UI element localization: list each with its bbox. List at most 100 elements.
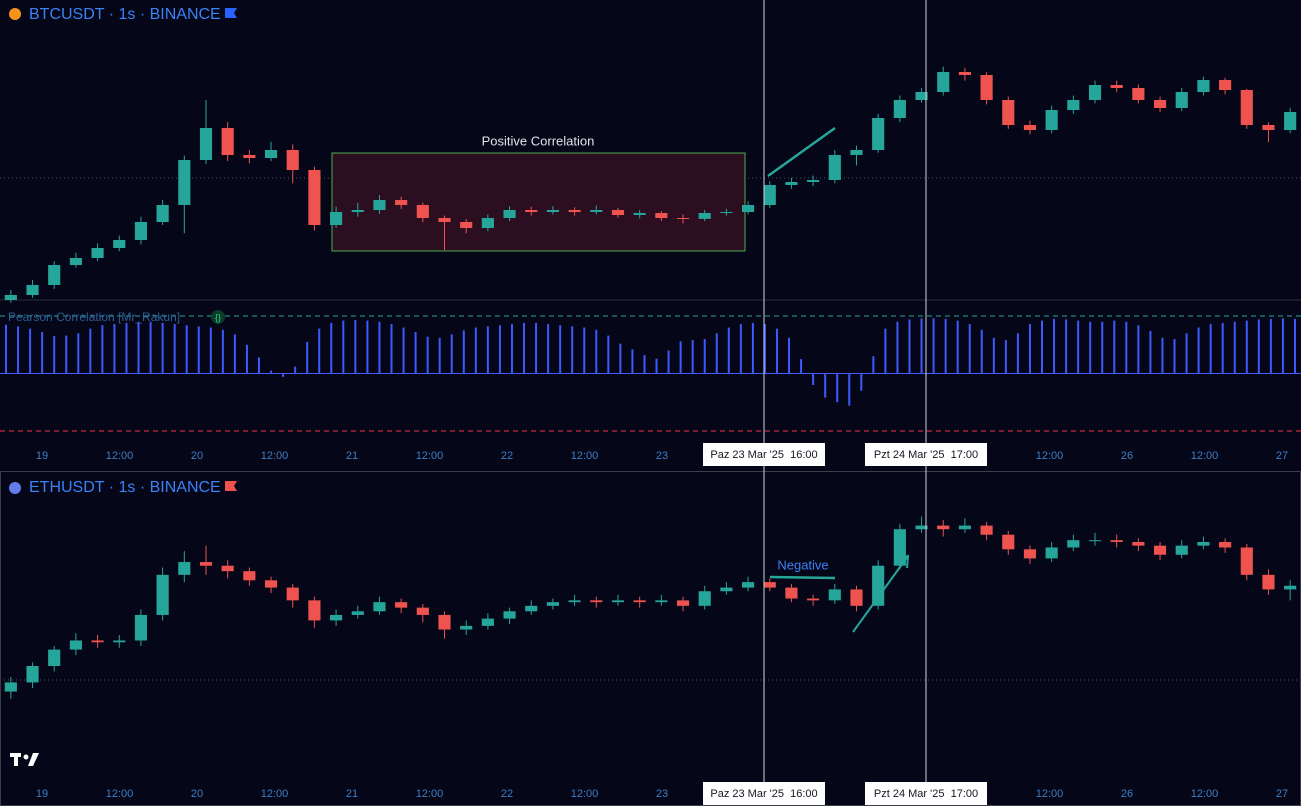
bar: [233, 334, 236, 374]
candle-body: [655, 600, 668, 603]
candle-body: [48, 265, 61, 285]
bar: [185, 325, 188, 374]
candle-body: [1088, 85, 1102, 100]
candle-body: [91, 248, 104, 258]
bar: [474, 327, 477, 374]
candle-body: [1197, 542, 1210, 546]
candle-body: [351, 210, 364, 212]
bar: [257, 357, 260, 374]
candle-body: [828, 155, 841, 180]
candle-body: [395, 200, 408, 205]
bar: [378, 321, 381, 374]
annotation-text: Negative: [777, 557, 828, 572]
x-tick-label: 19: [36, 450, 48, 462]
bar: [1089, 321, 1092, 374]
candle-body: [525, 605, 538, 612]
bar: [1233, 321, 1236, 374]
candle-body: [134, 614, 148, 641]
bar: [318, 328, 321, 374]
candle-body: [568, 600, 581, 603]
bar: [691, 340, 694, 374]
indicator-icon: [211, 310, 225, 324]
candle-body: [872, 118, 885, 150]
x-tick-label: 12:00: [106, 788, 134, 800]
candle-body: [1110, 540, 1123, 542]
bar: [209, 327, 212, 374]
candle-body: [958, 525, 971, 530]
candle-body: [1132, 542, 1145, 546]
x-tick-label: 20: [191, 450, 203, 462]
bar: [535, 322, 538, 374]
bar: [1197, 327, 1200, 374]
bar: [908, 319, 911, 374]
candle-body: [221, 128, 234, 155]
bar: [1028, 324, 1031, 374]
crosshair-label: Paz 23 Mar '25 16:00: [710, 788, 817, 800]
candle-body: [720, 587, 733, 592]
candle-body: [590, 210, 603, 212]
candle-body: [1153, 545, 1167, 555]
candle-body: [330, 614, 343, 621]
candle-body: [26, 285, 39, 295]
candle-body: [286, 150, 299, 170]
candle-body: [590, 600, 603, 603]
bar: [510, 324, 513, 374]
bar: [101, 325, 104, 374]
candle-body: [958, 72, 971, 75]
x-tick-label: 12:00: [416, 788, 444, 800]
x-tick-label: 12:00: [106, 450, 134, 462]
candle-body: [503, 611, 516, 619]
bar: [1221, 322, 1224, 374]
candle-body: [416, 205, 429, 218]
candle-body: [1240, 547, 1253, 575]
candle-body: [937, 525, 950, 530]
bar: [330, 322, 333, 374]
bar: [161, 322, 164, 374]
bar: [89, 328, 92, 374]
candle-body: [503, 210, 516, 218]
flag-icon: [225, 8, 237, 18]
crosshair-label-box: [703, 443, 825, 466]
crosshair-label: Pzt 24 Mar '25 17:00: [874, 449, 978, 461]
bar: [113, 324, 116, 374]
candle-body: [1219, 542, 1232, 548]
bar: [1137, 325, 1140, 374]
candle-body: [373, 200, 386, 210]
candle-body: [1023, 125, 1037, 130]
trend-line: [767, 126, 836, 178]
bar: [739, 324, 742, 374]
crosshair-label: Paz 23 Mar '25 16:00: [710, 449, 817, 461]
candle-body: [48, 649, 61, 666]
candle-body: [807, 180, 820, 182]
candle-body: [785, 182, 798, 185]
x-tick-label: 20: [191, 788, 203, 800]
bar: [751, 322, 754, 374]
bar: [715, 333, 718, 374]
annotation-box: [331, 152, 746, 252]
bar: [727, 327, 730, 374]
bar: [655, 358, 658, 374]
candle-body: [481, 218, 494, 228]
candle-body: [416, 607, 429, 615]
candle-body: [221, 565, 234, 572]
bar: [306, 341, 309, 374]
candle-body: [156, 574, 169, 615]
chart-title: ETHUSDT · 1s · BINANCE: [29, 479, 221, 496]
bar: [1077, 320, 1080, 374]
candle-body: [69, 258, 82, 265]
x-tick-label: 21: [346, 450, 358, 462]
bar: [438, 337, 441, 374]
candle-body: [308, 170, 321, 225]
candle-body: [395, 602, 408, 608]
candle-body: [676, 600, 690, 606]
bar: [498, 325, 501, 374]
candle-body: [481, 618, 494, 626]
bar: [1161, 337, 1164, 374]
candle-body: [763, 582, 776, 588]
bar: [125, 322, 128, 374]
candle-body: [438, 614, 451, 630]
bar: [53, 336, 56, 374]
bar: [294, 366, 297, 374]
chart-title: BTCUSDT · 1s · BINANCE: [29, 6, 221, 23]
candle-body: [199, 562, 213, 566]
